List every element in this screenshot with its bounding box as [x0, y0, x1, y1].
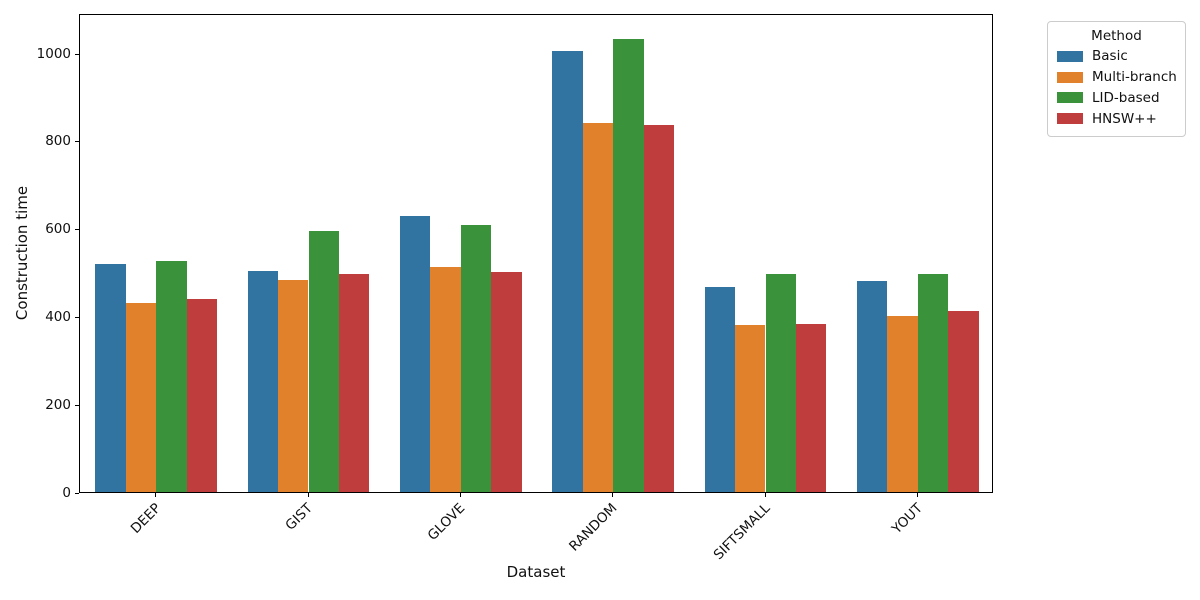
bar-lid-based-glove: [460, 224, 492, 492]
x-tick-mark: [459, 493, 461, 497]
x-tick-mark: [916, 493, 918, 497]
legend-item-label: LID-based: [1092, 89, 1160, 106]
bar-basic-siftsmall: [704, 286, 736, 492]
y-tick-mark: [75, 229, 79, 231]
x-tick-mark: [764, 493, 766, 497]
x-tick-mark: [155, 493, 157, 497]
legend-item: HNSW++: [1057, 108, 1176, 129]
legend-items: Basic Multi-branch LID-based HNSW++: [1057, 46, 1177, 129]
x-tick-label: GIST: [282, 500, 317, 534]
legend-swatch-icon: [1057, 50, 1083, 62]
legend-swatch-icon: [1057, 92, 1083, 104]
x-axis-label: Dataset: [506, 563, 566, 581]
legend-title: Method: [1091, 28, 1142, 44]
bar-hnsw--glove: [491, 272, 522, 492]
legend-swatch-icon: [1057, 113, 1083, 125]
x-tick-mark: [307, 493, 309, 497]
bar-lid-based-siftsmall: [765, 273, 796, 492]
y-tick-label: 800: [45, 133, 71, 150]
plot-area: [79, 14, 993, 493]
x-tick-mark: [612, 493, 614, 497]
bar-hnsw--yout: [948, 311, 979, 492]
x-tick-label: YOUT: [888, 500, 926, 538]
bar-multi-branch-deep: [125, 303, 157, 492]
bar-hnsw--siftsmall: [795, 323, 827, 492]
y-tick-mark: [75, 405, 79, 407]
legend: Method Basic Multi-branch LID-based HNSW++: [1047, 21, 1186, 138]
legend-item: Basic: [1057, 46, 1176, 67]
bar-multi-branch-gist: [278, 279, 309, 492]
bar-lid-based-random: [613, 38, 644, 492]
x-tick-label: SIFTSMALL: [710, 500, 774, 564]
y-tick-label: 1000: [36, 45, 71, 62]
y-tick-mark: [75, 493, 79, 494]
bar-hnsw--random: [643, 125, 675, 492]
y-tick-mark: [75, 53, 79, 55]
bar-multi-branch-glove: [430, 266, 461, 492]
bar-lid-based-gist: [308, 230, 339, 492]
legend-item: Multi-branch: [1057, 67, 1177, 88]
bar-basic-random: [552, 51, 583, 492]
x-tick-label: GLOVE: [424, 500, 469, 544]
x-tick-label: RANDOM: [566, 500, 621, 555]
bar-basic-deep: [95, 264, 126, 492]
y-tick-label: 400: [45, 309, 71, 326]
y-tick-mark: [75, 141, 79, 143]
y-tick-label: 0: [62, 485, 71, 501]
y-axis-label: Construction time: [13, 185, 31, 321]
legend-swatch-icon: [1057, 71, 1083, 83]
bar-lid-based-yout: [917, 274, 949, 492]
bar-multi-branch-yout: [887, 315, 918, 492]
legend-item-label: HNSW++: [1092, 110, 1157, 127]
bar-multi-branch-siftsmall: [735, 325, 766, 492]
x-tick-label: DEEP: [127, 500, 164, 537]
bar-hnsw--deep: [186, 298, 218, 492]
bar-basic-yout: [856, 281, 888, 492]
legend-item: LID-based: [1057, 88, 1176, 109]
y-tick-label: 200: [45, 397, 71, 414]
legend-item-label: Basic: [1092, 48, 1128, 65]
bar-basic-gist: [247, 270, 279, 492]
bar-multi-branch-random: [582, 122, 614, 492]
bar-basic-glove: [399, 216, 431, 492]
y-tick-mark: [75, 317, 79, 319]
bar-lid-based-deep: [156, 260, 187, 492]
y-tick-label: 600: [45, 221, 71, 238]
legend-item-label: Multi-branch: [1092, 69, 1177, 86]
bar-hnsw--gist: [338, 273, 370, 492]
